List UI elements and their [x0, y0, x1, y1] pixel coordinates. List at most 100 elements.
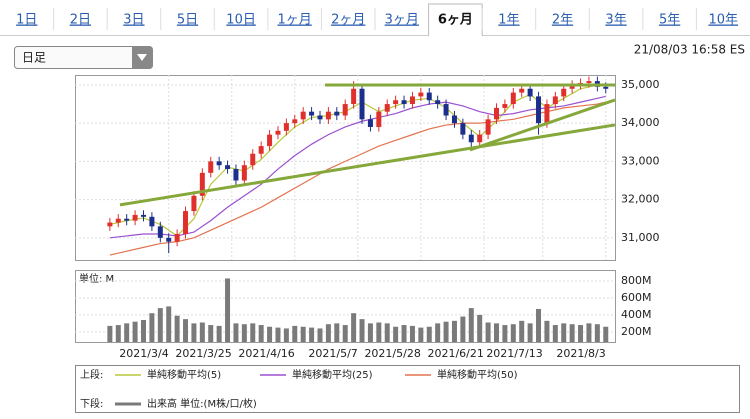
candle-body: [334, 111, 340, 116]
legend-label: 出来高 単位:(M株/口/枚): [147, 397, 257, 410]
candle-body: [552, 96, 558, 105]
volume-bar: [199, 322, 205, 342]
candle-body: [140, 214, 146, 217]
x-tick-label: 2021/3/25: [175, 347, 231, 360]
candle-body: [586, 81, 592, 84]
candle-body: [124, 218, 130, 221]
candle-body: [115, 218, 121, 223]
candle-body: [267, 134, 273, 147]
y-tick-label: 800M: [621, 274, 652, 287]
volume-bar: [401, 325, 407, 342]
candle-body: [107, 222, 113, 227]
volume-bar: [493, 323, 499, 342]
volume-bar: [216, 325, 222, 342]
candle-body: [216, 161, 222, 166]
volume-bar: [258, 325, 264, 342]
volume-bar: [451, 320, 457, 342]
volume-bar: [359, 319, 365, 342]
x-tick-label: 2021/5/28: [364, 347, 420, 360]
candle-body: [527, 88, 533, 97]
candle-body: [493, 107, 499, 120]
candle-body: [367, 119, 373, 127]
trendline: [119, 123, 616, 207]
tab[interactable]: 1年: [498, 13, 519, 28]
dropdown-label[interactable]: 日足: [22, 51, 46, 65]
x-tick-label: 2021/4/16: [238, 347, 294, 360]
candle-body: [325, 111, 331, 120]
candle-body: [174, 234, 180, 242]
candle-body: [443, 104, 449, 116]
tab[interactable]: 1ヶ月: [278, 13, 312, 28]
volume-bar: [140, 319, 146, 342]
candle-body: [317, 115, 323, 120]
volume-bar: [586, 323, 592, 342]
volume-bar: [443, 321, 449, 342]
candle-body: [199, 172, 205, 196]
volume-bar: [233, 323, 239, 342]
tab[interactable]: 5年: [659, 13, 680, 28]
candle-body: [132, 214, 138, 221]
candle-body: [561, 88, 567, 97]
tab[interactable]: 6ヶ月: [438, 13, 473, 28]
tab[interactable]: 10日: [226, 13, 256, 28]
volume-bar: [351, 313, 357, 342]
legend-title: 下段:: [80, 397, 103, 410]
volume-bar: [191, 323, 197, 342]
candle-body: [485, 119, 491, 135]
volume-bar: [468, 308, 474, 342]
volume-bar: [132, 321, 138, 342]
candle-body: [502, 104, 508, 108]
y-tick-label: 32,000: [621, 193, 660, 206]
volume-bar: [149, 313, 155, 342]
candle-body: [166, 237, 172, 242]
volume-bar: [124, 323, 130, 342]
tab[interactable]: 1日: [16, 13, 37, 28]
volume-bar: [426, 326, 432, 342]
volume-bar: [510, 324, 516, 342]
volume-bar: [460, 316, 466, 342]
volume-bar: [519, 320, 525, 342]
volume-bar: [552, 325, 558, 342]
volume-bar: [393, 326, 399, 342]
tab[interactable]: 2ヶ月: [331, 13, 365, 28]
y-tick-label: 35,000: [621, 78, 660, 91]
candle-body: [309, 111, 315, 116]
tab[interactable]: 2日: [70, 13, 91, 28]
y-tick-label: 34,000: [621, 116, 660, 129]
tab[interactable]: 3年: [605, 13, 626, 28]
trendline: [469, 98, 616, 152]
timestamp: 21/08/03 16:58 ES: [634, 43, 745, 57]
y-tick-label: 400M: [621, 308, 652, 321]
volume-bar: [317, 328, 323, 342]
volume-bar: [309, 327, 315, 342]
volume-bar: [241, 324, 247, 342]
candle-body: [233, 169, 239, 181]
tab[interactable]: 3日: [123, 13, 144, 28]
x-tick-label: 2021/8/3: [556, 347, 605, 360]
tab[interactable]: 5日: [177, 13, 198, 28]
candle-body: [225, 165, 231, 170]
candle-body: [460, 123, 466, 135]
volume-bar: [544, 320, 550, 342]
volume-bar: [275, 327, 281, 342]
tab[interactable]: 10年: [708, 13, 738, 28]
volume-bar: [384, 323, 390, 342]
volume-bar: [502, 325, 508, 342]
volume-bar: [418, 327, 424, 342]
y-tick-label: 33,000: [621, 154, 660, 167]
candle-body: [283, 123, 289, 131]
volume-bar: [225, 278, 231, 342]
moving-average: [109, 101, 606, 256]
tab[interactable]: 2年: [552, 13, 573, 28]
candle-body: [258, 146, 264, 154]
tab[interactable]: 3ヶ月: [385, 13, 419, 28]
candle-body: [275, 130, 281, 135]
x-tick-label: 2021/3/4: [119, 347, 168, 360]
volume-bar: [174, 315, 180, 342]
volume-bar: [527, 323, 533, 342]
volume-bar: [250, 323, 256, 342]
candle-body: [191, 195, 197, 212]
candle-body: [544, 104, 550, 124]
period-dropdown[interactable]: [14, 46, 153, 69]
